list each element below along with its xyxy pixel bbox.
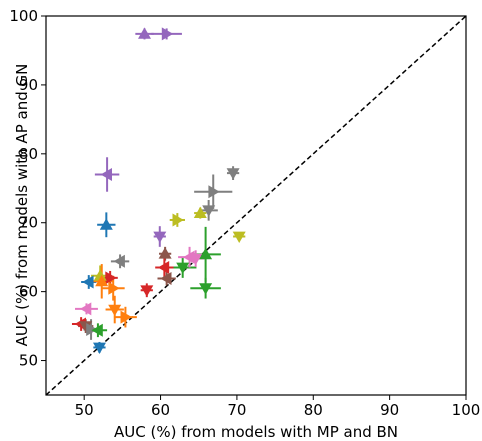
data-point-2 [100, 168, 112, 181]
plot-frame [45, 15, 467, 396]
data-point-18 [160, 272, 172, 285]
data-point-24 [95, 274, 109, 287]
y-tick-label: 60 [19, 283, 38, 301]
x-tick-label: 60 [151, 401, 170, 419]
y-tick-label: 100 [9, 7, 38, 25]
y-tick-label: 90 [19, 76, 38, 94]
x-axis-label: AUC (%) from models with MP and BN [114, 423, 398, 441]
data-point-27 [120, 310, 132, 324]
data-point-8 [172, 213, 184, 227]
data-point-9 [232, 231, 246, 243]
y-tick-label: 50 [19, 352, 38, 370]
data-point-6 [202, 205, 216, 217]
data-point-32 [91, 323, 103, 337]
data-point-3 [99, 218, 113, 230]
data-point-33 [93, 342, 106, 354]
data-point-0 [138, 27, 151, 39]
data-point-17 [157, 261, 170, 274]
data-point-10 [153, 231, 167, 243]
data-point-28 [80, 302, 92, 316]
data-point-25 [108, 281, 120, 295]
data-point-12 [199, 247, 213, 260]
y-tick-label: 80 [19, 145, 38, 163]
data-point-11 [176, 262, 190, 274]
data-point-26 [108, 304, 122, 317]
x-tick-label: 50 [75, 401, 94, 419]
data-point-23 [82, 275, 94, 289]
data-point-30 [79, 321, 93, 333]
data-point-22 [93, 269, 107, 281]
y-tick-label: 70 [19, 214, 38, 232]
data-point-20 [113, 254, 125, 268]
y-axis-label: AUC (%) from models with AP and GN [13, 64, 31, 347]
x-tick-label: 80 [304, 401, 323, 419]
diagonal-reference-line [45, 15, 467, 396]
x-tick-label: 70 [227, 401, 246, 419]
data-point-4 [226, 168, 240, 180]
data-point-21 [105, 271, 117, 285]
data-point-13 [199, 283, 213, 295]
data-point-16 [158, 247, 172, 259]
x-tick-label: 100 [452, 401, 481, 419]
data-point-7 [193, 206, 207, 218]
data-point-1 [161, 27, 174, 41]
data-point-5 [208, 185, 220, 199]
data-point-19 [140, 285, 154, 297]
x-tick-label: 90 [380, 401, 399, 419]
data-point-31 [86, 323, 98, 336]
data-point-15 [189, 253, 203, 266]
